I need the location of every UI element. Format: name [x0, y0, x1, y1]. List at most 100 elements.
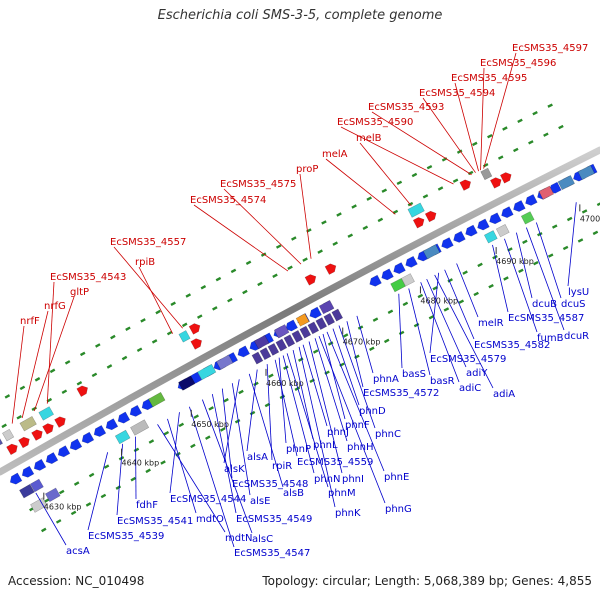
- forward-leader: [483, 52, 517, 169]
- forward-block: [407, 202, 425, 218]
- reverse-gene-label: mdtN: [225, 533, 253, 544]
- tick-dot: [413, 322, 420, 328]
- tick-dot: [115, 485, 122, 490]
- reverse-leader: [420, 282, 460, 383]
- tick-dot: [223, 397, 229, 403]
- reverse-leader: [246, 369, 258, 452]
- tick-dot: [332, 241, 338, 246]
- reverse-leader: [346, 321, 364, 388]
- kbp-label: 4700 kbp: [580, 214, 600, 223]
- tick-dot: [432, 285, 439, 291]
- tick-dot: [366, 196, 372, 201]
- reverse-block: [130, 419, 150, 436]
- reverse-gene-label: EcSMS35_4541: [117, 516, 193, 527]
- forward-feature: [489, 177, 502, 189]
- forward-feature: [31, 429, 43, 441]
- forward-leader: [480, 67, 485, 171]
- tick-dot: [458, 299, 465, 304]
- reverse-gene-label: adiA: [493, 389, 515, 400]
- forward-leader: [454, 82, 479, 172]
- tick-dot: [260, 252, 267, 257]
- tick-dot: [140, 318, 146, 323]
- forward-block: [19, 415, 37, 432]
- reverse-gene-label: phnE: [384, 472, 409, 483]
- feature-track: [0, 163, 598, 513]
- tick-dot: [19, 385, 26, 391]
- phn-block: [323, 312, 336, 326]
- tick-dot: [581, 209, 588, 214]
- tick-dot: [294, 386, 301, 392]
- forward-feature: [459, 179, 472, 191]
- reverse-feature: [381, 268, 394, 281]
- tick-dot: [502, 126, 508, 131]
- tick-dot: [227, 297, 233, 303]
- reverse-leader: [211, 393, 237, 514]
- tick-dot: [73, 481, 80, 486]
- tick-dot: [230, 268, 237, 274]
- kbp-label: 4670 kbp: [343, 338, 381, 347]
- forward-block: [480, 167, 493, 181]
- forward-block: [178, 330, 191, 343]
- tick-dot: [422, 194, 429, 199]
- reverse-feature: [21, 465, 35, 478]
- forward-leader: [371, 111, 472, 176]
- reverse-leader: [298, 346, 336, 508]
- reverse-leader: [314, 338, 348, 442]
- reverse-leader: [308, 341, 343, 474]
- reverse-leader: [35, 492, 67, 546]
- forward-leader: [422, 97, 476, 173]
- tick-dot: [392, 209, 399, 215]
- tick-dot: [170, 301, 176, 307]
- reverse-leader: [286, 353, 329, 488]
- reverse-gene-label: EcSMS35_4549: [236, 514, 312, 525]
- reverse-gene-label: EcSMS35_4539: [88, 531, 164, 542]
- tick-dot: [185, 293, 192, 298]
- reverse-gene-label: phnL: [313, 440, 338, 451]
- tick-dot: [88, 472, 95, 478]
- forward-feature: [412, 217, 425, 229]
- reverse-gene-label: phnI: [342, 474, 364, 485]
- tick-dot: [145, 468, 151, 474]
- reverse-feature: [453, 230, 466, 243]
- reverse-gene-label: phnN: [314, 474, 341, 485]
- tick-dot: [577, 238, 584, 243]
- tick-dot: [34, 377, 41, 382]
- reverse-gene-label: alsA: [247, 452, 268, 463]
- tick-dot: [190, 443, 196, 449]
- reverse-gene-label: fumB: [537, 333, 564, 344]
- forward-gene-label: EcSMS35_4593: [368, 102, 444, 113]
- reverse-feature: [501, 206, 514, 219]
- reverse-gene-label: EcSMS35_4587: [508, 313, 584, 324]
- reverse-block: [557, 175, 575, 191]
- tick-dot: [547, 253, 554, 258]
- tick-dot: [205, 435, 211, 440]
- reverse-feature: [405, 255, 418, 268]
- reverse-gene-label: phnK: [335, 508, 361, 519]
- reverse-feature: [81, 431, 95, 444]
- tick-dot: [317, 249, 323, 254]
- forward-leader: [340, 126, 454, 185]
- reverse-leader: [434, 274, 494, 389]
- phn-block: [307, 321, 320, 335]
- tick-dot: [321, 220, 327, 225]
- forward-gene-label: melA: [322, 149, 348, 160]
- tick-dot: [452, 178, 459, 183]
- reverse-feature: [129, 404, 143, 417]
- phn-block: [275, 338, 288, 352]
- tick-dot: [398, 330, 405, 336]
- tick-dot: [291, 236, 297, 241]
- tick-dot: [503, 276, 509, 281]
- reverse-block: [197, 363, 217, 381]
- reverse-leader: [221, 388, 233, 479]
- reverse-leader: [456, 263, 479, 318]
- tick-dot: [428, 315, 435, 320]
- reverse-leader: [266, 364, 273, 461]
- tick-dot: [522, 239, 528, 245]
- tick-dot: [383, 338, 390, 344]
- tick-dot: [95, 343, 101, 348]
- tick-dot: [518, 268, 524, 274]
- tick-dot: [272, 273, 278, 279]
- reverse-feature: [369, 274, 382, 287]
- reverse-gene-label: adiY: [466, 368, 488, 379]
- forward-leader: [113, 246, 183, 329]
